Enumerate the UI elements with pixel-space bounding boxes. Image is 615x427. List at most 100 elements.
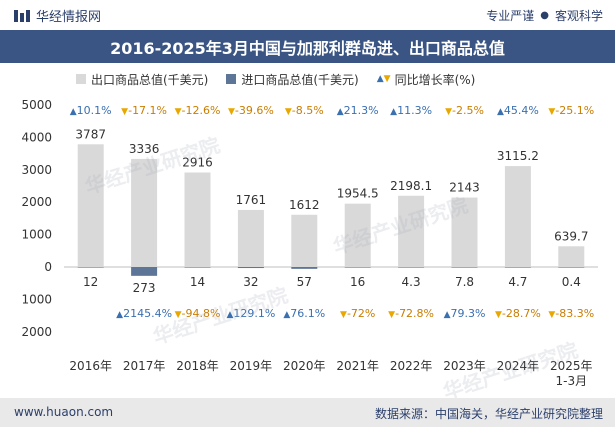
x-category-label: 2019年 [230,359,273,373]
import-value-label: 57 [297,275,312,289]
export-value-label: 3787 [75,127,106,141]
import-value-label: 14 [190,275,205,289]
y-tick-label: 1000 [21,292,52,306]
import-bar [504,267,531,268]
y-tick-label: 2000 [21,195,52,209]
export-bar [398,195,425,267]
brand-logo-icon [14,9,30,22]
legend-import-label: 进口商品总值(千美元) [241,72,359,87]
import-growth-label: ▲2145.4% [116,307,172,320]
import-value-label: 7.8 [455,275,474,289]
export-growth-label: ▼-8.5% [285,104,324,117]
y-tick-label: 3000 [21,163,52,177]
import-bar [184,267,211,268]
x-category-label: 2020年 [283,359,326,373]
export-value-label: 1761 [236,193,267,207]
import-bar [451,267,478,268]
x-category-label: 2025年 [550,359,593,373]
export-growth-label: ▼-12.6% [175,104,221,117]
export-growth-label: ▼-2.5% [445,104,484,117]
export-growth-label: ▲21.3% [337,104,379,117]
import-bar [344,267,371,268]
import-growth-label: ▲79.3% [444,307,486,320]
import-bar [131,267,158,276]
import-bar [398,267,425,268]
import-value-label: 16 [350,275,365,289]
legend: 出口商品总值(千美元) 进口商品总值(千美元) ▲ ▼ 同比增长率(%) [76,68,493,90]
import-value-label: 273 [133,281,156,295]
export-value-label: 2916 [182,156,213,170]
import-bar [237,267,264,269]
legend-export-label: 出口商品总值(千美元) [91,72,209,87]
export-bar [558,246,585,267]
import-value-label: 4.3 [402,275,421,289]
chart-title: 2016-2025年3月中国与加那利群岛进、出口商品总值 [110,38,505,58]
legend-import-swatch [226,74,237,84]
x-category-label: 2018年 [176,359,219,373]
export-value-label: 3336 [129,142,160,156]
export-bar [184,172,211,267]
export-value-label: 2198.1 [390,179,432,193]
slogan: 专业严谨 ● 客观科学 [486,7,603,24]
slogan-dot-icon: ● [540,10,549,21]
y-tick-label: 5000 [21,98,52,112]
title-bar: 2016-2025年3月中国与加那利群岛进、出口商品总值 [0,30,615,63]
legend-export-swatch [76,74,86,84]
slogan-left: 专业严谨 [486,9,535,23]
y-tick-label: 0 [44,260,52,274]
x-category-label: 2017年 [123,359,166,373]
y-tick-label: 4000 [21,130,52,144]
import-value-label: 4.7 [508,275,527,289]
top-bar: 华经情报网 专业严谨 ● 客观科学 [0,0,615,30]
export-growth-label: ▲45.4% [497,104,539,117]
legend-growth: ▲ ▼ 同比增长率(%) [377,71,476,88]
import-value-label: 0.4 [562,275,581,289]
export-bar [237,209,264,267]
footer-site: www.huaon.com [14,405,114,419]
legend-export: 出口商品总值(千美元) [76,71,208,88]
footer-source: 数据来源：中国海关，华经产业研究院整理 [374,407,603,421]
import-growth-label: ▼-94.8% [175,307,221,320]
import-growth-label: ▼-83.3% [548,307,594,320]
x-category-label: 1-3月 [555,374,587,388]
import-value-label: 12 [83,275,98,289]
export-value-label: 639.7 [554,229,588,243]
import-bar [77,267,104,268]
import-growth-label: ▲76.1% [283,307,325,320]
legend-import: 进口商品总值(千美元) [226,71,359,88]
import-bar [558,267,585,268]
import-growth-label: ▲129.1% [226,307,275,320]
slogan-right: 客观科学 [554,9,603,23]
footer: www.huaon.com 数据来源：中国海关，华经产业研究院整理 [0,398,615,427]
export-growth-label: ▼-17.1% [121,104,167,117]
export-growth-label: ▼-39.6% [228,104,274,117]
import-growth-label: ▼-28.7% [495,307,541,320]
legend-down-triangle-icon: ▼ [383,74,391,84]
export-growth-label: ▲11.3% [390,104,432,117]
export-value-label: 3115.2 [497,149,539,163]
x-category-label: 2023年 [443,359,486,373]
export-bar [291,214,318,267]
export-bar [504,166,531,267]
brand: 华经情报网 [14,6,101,25]
export-value-label: 1954.5 [337,187,379,201]
import-value-label: 32 [243,275,258,289]
export-bar [77,144,104,267]
export-bar [451,197,478,267]
import-growth-label: ▼-72% [340,307,375,320]
x-category-label: 2016年 [69,359,112,373]
y-tick-label: 1000 [21,228,52,242]
export-bar [131,158,158,267]
chart-area: 5000 4000 3000 2000 1000 0 1000 2000 3787 12 ▲10.1… [21,98,598,388]
import-bar [291,267,318,269]
legend-growth-label: 同比增长率(%) [394,72,476,87]
legend-up-triangle-icon: ▲ [376,74,384,84]
export-growth-label: ▲10.1% [70,104,112,117]
x-category-label: 2021年 [336,359,379,373]
x-category-label: 2022年 [390,359,433,373]
brand-name: 华经情报网 [36,10,102,25]
import-growth-label: ▼-72.8% [388,307,434,320]
export-value-label: 2143 [449,181,480,195]
x-category-label: 2024年 [497,359,540,373]
export-growth-label: ▼-25.1% [548,104,594,117]
